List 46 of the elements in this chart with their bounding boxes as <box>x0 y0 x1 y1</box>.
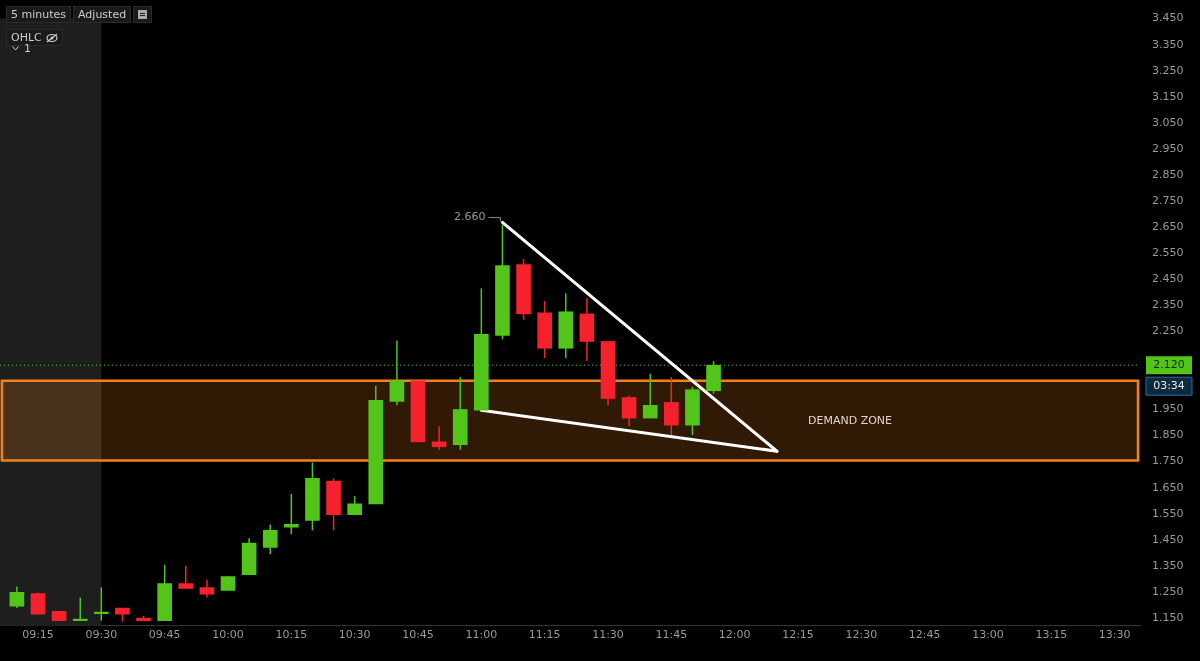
y-tick-label: 2.850 <box>1152 167 1184 181</box>
y-tick-label: 2.650 <box>1152 219 1184 233</box>
x-tick-label: 13:30 <box>1098 628 1131 642</box>
y-tick-label: 1.250 <box>1152 584 1184 598</box>
x-tick-label: 10:15 <box>275 628 308 642</box>
y-tick-label: 2.250 <box>1152 324 1184 338</box>
y-tick-label: 1.850 <box>1152 428 1184 442</box>
y-tick-label: 1.350 <box>1152 558 1184 572</box>
y-tick-label: 1.950 <box>1152 402 1184 416</box>
x-tick-label: 10:00 <box>212 628 244 642</box>
y-tick-label: 1.450 <box>1152 532 1184 546</box>
y-tick-label: 1.750 <box>1152 454 1184 468</box>
y-tick-label: 3.050 <box>1152 115 1184 129</box>
band-label: DEMAND ZONE <box>807 413 893 427</box>
text: 03:34 <box>1153 379 1185 393</box>
x-tick-label: 12:00 <box>718 628 751 642</box>
ref-line-label: 2.120 <box>1153 358 1185 372</box>
y-tick-label: 2.350 <box>1152 298 1184 312</box>
x-tick-label: 11:15 <box>528 628 561 642</box>
x-tick-label: 09:15 <box>22 628 54 642</box>
y-tick-label: 2.750 <box>1152 193 1184 207</box>
annotation: 2.660 <box>453 210 486 224</box>
x-tick-label: 11:00 <box>465 628 498 642</box>
y-tick-label: 1.550 <box>1152 506 1184 520</box>
x-tick-label: 13:15 <box>1035 628 1068 642</box>
x-tick-label: 11:30 <box>592 628 624 642</box>
y-tick-label: 3.150 <box>1152 89 1184 103</box>
x-tick-label: 11:45 <box>655 628 688 642</box>
y-tick-label: 2.450 <box>1152 272 1184 286</box>
y-tick-label: 3.350 <box>1152 37 1184 51</box>
x-tick-label: 12:30 <box>845 628 878 642</box>
y-tick-label: 3.250 <box>1152 63 1184 77</box>
annotation: Adjusted <box>73 6 132 23</box>
y-tick-label: 1.150 <box>1152 610 1184 624</box>
x-tick-label: 09:45 <box>148 628 181 642</box>
y-tick-label: 2.950 <box>1152 141 1184 155</box>
y-tick-label: 3.450 <box>1152 11 1184 25</box>
x-tick-label: 10:45 <box>402 628 434 642</box>
y-tick-label: 1.650 <box>1152 480 1184 494</box>
x-tick-label: 10:30 <box>338 628 371 642</box>
y-tick-label: 2.550 <box>1152 246 1184 259</box>
x-tick-label: 12:15 <box>782 628 814 642</box>
x-tick-label: 09:30 <box>85 628 118 642</box>
x-tick-label: 12:45 <box>908 628 941 642</box>
x-tick-label: 13:00 <box>972 628 1004 642</box>
annotation: 5 minutes <box>6 6 72 23</box>
